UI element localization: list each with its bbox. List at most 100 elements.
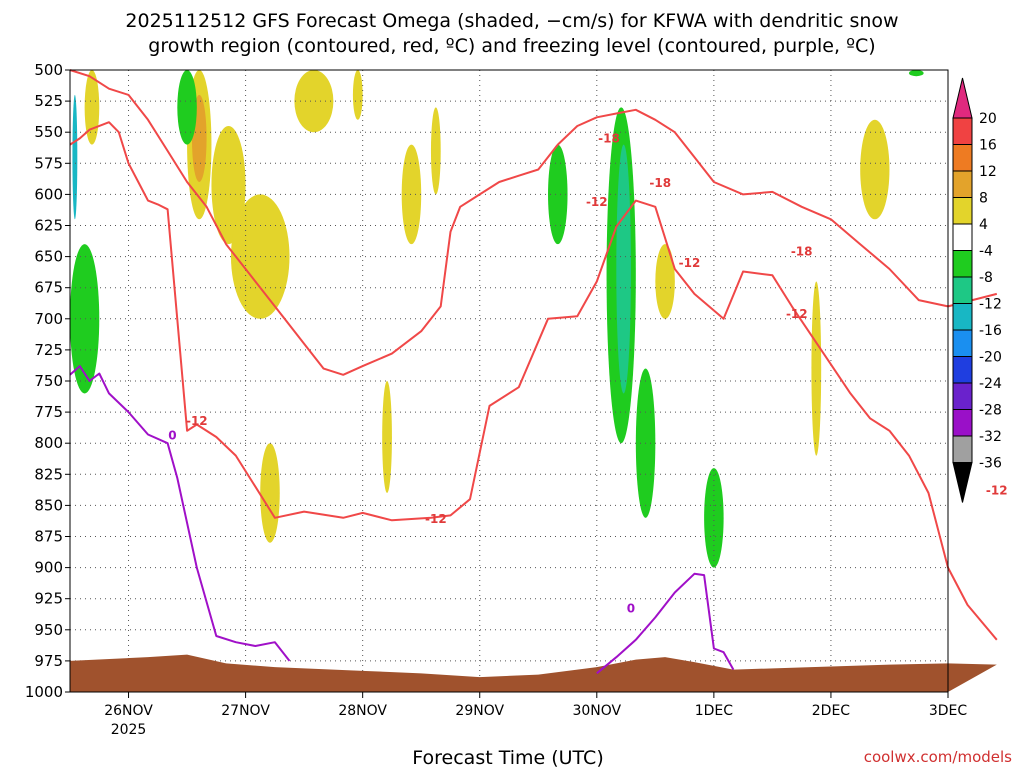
y-tick-label-5: 625 <box>34 217 63 235</box>
y-tick-label-10: 750 <box>34 372 63 390</box>
colorbar-label-3: 8 <box>979 191 988 207</box>
omega-region-13 <box>860 119 890 220</box>
colorbar-box-7 <box>952 276 973 304</box>
omega-region-18 <box>616 144 631 394</box>
dgz-label-0: -18 <box>598 131 620 145</box>
y-tick-label-2: 550 <box>34 123 63 141</box>
x-tick-label-0: 26NOV <box>104 703 153 719</box>
colorbar-label-12: -32 <box>979 429 1002 445</box>
x-tick-label-1: 27NOV <box>221 703 270 719</box>
dgz-label-4: -12 <box>679 256 701 270</box>
colorbar-box-11 <box>952 382 973 410</box>
dgz-label-3: -18 <box>791 245 813 259</box>
colorbar-label-2: 12 <box>979 164 997 180</box>
contour-lines <box>69 69 998 675</box>
freezing-label-0: 0 <box>168 429 176 443</box>
x-tick-sublabel-0: 2025 <box>111 722 147 738</box>
omega-region-21 <box>72 94 78 220</box>
colorbar-label-11: -28 <box>979 403 1002 419</box>
y-tick-label-15: 875 <box>34 528 63 546</box>
x-tick-label-6: 2DEC <box>812 703 851 719</box>
colorbar-box-5 <box>952 223 973 251</box>
omega-region-9 <box>401 144 422 245</box>
y-tick-label-7: 675 <box>34 279 63 297</box>
omega-region-14 <box>70 244 100 394</box>
omega-region-12 <box>811 281 822 456</box>
colorbar-label-5: -4 <box>979 244 993 260</box>
x-axis-label: Forecast Time (UTC) <box>412 747 603 768</box>
omega-region-15 <box>177 70 197 145</box>
y-tick-label-1: 525 <box>34 92 63 110</box>
colorbar-box-3 <box>952 170 973 198</box>
colorbar-box-1 <box>952 117 973 145</box>
omega-region-22 <box>908 70 924 77</box>
y-tick-label-20: 1000 <box>25 683 63 701</box>
colorbar-label-6: -8 <box>979 270 993 286</box>
colorbar-label-4: 4 <box>979 217 988 233</box>
x-tick-label-4: 30NOV <box>572 703 621 719</box>
contour-labels: -18 -12 -18 -18 -12 -12 -12 -12 -12 0 0 <box>168 131 1007 615</box>
colorbar-box-9 <box>952 329 973 357</box>
x-tick-label-3: 29NOV <box>455 703 504 719</box>
dgz-label-7: -12 <box>786 307 808 321</box>
colorbar-label-10: -24 <box>979 376 1002 392</box>
colorbar-label-7: -12 <box>979 297 1002 313</box>
colorbar-box-6 <box>952 250 973 278</box>
colorbar-box-12 <box>952 409 973 437</box>
omega-region-20 <box>704 468 724 568</box>
chart-title-line2: growth region (contoured, red, ºC) and f… <box>148 35 875 57</box>
colorbar-label-1: 16 <box>979 138 997 154</box>
colorbar-top-arrow <box>952 77 973 119</box>
y-tick-label-8: 700 <box>34 310 63 328</box>
y-tick-label-17: 925 <box>34 590 63 608</box>
omega-region-10 <box>430 107 441 195</box>
omega-shading <box>70 70 924 568</box>
colorbar-label-9: -20 <box>979 350 1002 366</box>
dgz-label-6: -12 <box>425 512 447 526</box>
colorbar-bottom-arrow <box>952 462 973 503</box>
y-tick-label-12: 800 <box>34 434 63 452</box>
y-tick-label-16: 900 <box>34 559 63 577</box>
omega-region-6 <box>294 70 334 133</box>
y-tick-label-4: 600 <box>34 185 63 203</box>
contour-dgz_warm <box>69 121 998 641</box>
chart-title-line1: 2025112512 GFS Forecast Omega (shaded, −… <box>125 10 898 32</box>
dgz-label-5: -12 <box>186 414 208 428</box>
omega-region-7 <box>352 70 363 120</box>
colorbar-box-4 <box>952 197 973 225</box>
colorbar-box-8 <box>952 303 973 331</box>
colorbar-label-13: -36 <box>979 456 1002 472</box>
y-tick-label-6: 650 <box>34 248 63 266</box>
dgz-label-8: -12 <box>986 483 1008 497</box>
freezing-label-1: 0 <box>627 602 635 616</box>
colorbar-box-2 <box>952 144 973 172</box>
grid <box>70 70 948 692</box>
dgz-label-2: -18 <box>649 176 671 190</box>
terrain-fill <box>70 654 997 692</box>
y-tick-label-0: 500 <box>34 61 63 79</box>
contour-freezing2 <box>596 572 735 675</box>
y-tick-label-9: 725 <box>34 341 63 359</box>
y-axis: 500 525 550 575 600 625 650 675 700 725 750 775 800 8… <box>25 61 70 701</box>
chart-title: 2025112512 GFS Forecast Omega (shaded, −… <box>125 10 898 57</box>
x-tick-label-5: 1DEC <box>695 703 734 719</box>
omega-region-16 <box>548 144 568 245</box>
x-axis: 26NOV 2025 27NOV 28NOV 29NOV 30NOV 1DEC 2DEC 3DE… <box>104 692 967 738</box>
x-tick-label-7: 3DEC <box>929 703 968 719</box>
y-tick-label-3: 575 <box>34 154 63 172</box>
y-tick-label-18: 950 <box>34 621 63 639</box>
omega-region-11 <box>655 244 675 319</box>
y-tick-label-19: 975 <box>34 652 63 670</box>
omega-region-5 <box>260 443 280 543</box>
colorbar-box-13 <box>952 435 973 463</box>
omega-region-0 <box>84 70 100 145</box>
y-tick-label-14: 850 <box>34 496 63 514</box>
colorbar-box-10 <box>952 356 973 384</box>
colorbar-label-8: -16 <box>979 323 1002 339</box>
x-tick-label-2: 28NOV <box>338 703 387 719</box>
terrain-area <box>70 654 997 692</box>
dgz-label-1: -12 <box>586 195 608 209</box>
omega-region-8 <box>382 381 392 493</box>
omega-region-3 <box>211 125 246 245</box>
